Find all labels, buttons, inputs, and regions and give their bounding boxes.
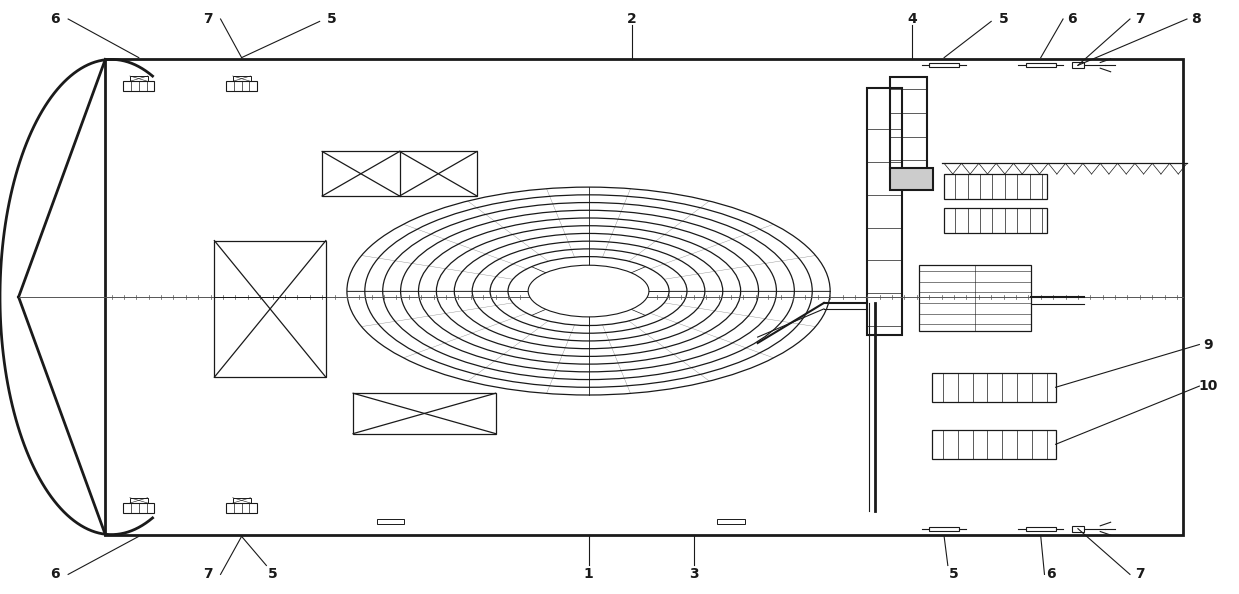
Text: 6: 6 <box>50 12 59 26</box>
Text: 5: 5 <box>327 12 337 26</box>
Bar <box>717 519 745 524</box>
Bar <box>123 503 155 513</box>
Bar <box>1026 63 1056 68</box>
Bar <box>322 151 477 196</box>
Bar <box>233 498 250 503</box>
Text: 10: 10 <box>1198 379 1218 393</box>
Bar <box>867 88 902 335</box>
Text: 1: 1 <box>584 567 593 582</box>
Text: 8: 8 <box>1191 12 1201 26</box>
Text: 5: 5 <box>999 12 1009 26</box>
Text: 2: 2 <box>627 12 637 26</box>
Bar <box>377 519 404 524</box>
Bar <box>890 168 933 190</box>
Bar <box>1072 526 1084 532</box>
Text: 7: 7 <box>203 567 213 582</box>
Ellipse shape <box>528 265 649 317</box>
Text: 6: 6 <box>1067 12 1077 26</box>
Bar <box>944 208 1047 233</box>
Bar <box>929 63 959 68</box>
Text: 6: 6 <box>1046 567 1056 582</box>
Bar <box>1026 526 1056 531</box>
Text: 6: 6 <box>50 567 59 582</box>
Bar <box>214 241 326 377</box>
Text: 4: 4 <box>907 12 917 26</box>
Bar <box>919 265 1031 331</box>
Text: 7: 7 <box>203 12 213 26</box>
Bar <box>233 76 250 81</box>
Text: 5: 5 <box>268 567 278 581</box>
Bar <box>225 503 258 513</box>
Text: 9: 9 <box>1203 337 1213 352</box>
Bar <box>130 76 147 81</box>
Bar <box>105 59 1183 535</box>
Bar <box>932 373 1056 402</box>
Bar <box>130 498 147 503</box>
Bar <box>353 393 496 434</box>
Text: 7: 7 <box>1135 567 1145 582</box>
Text: 3: 3 <box>689 567 699 582</box>
Bar <box>123 81 155 91</box>
Text: 5: 5 <box>949 567 959 581</box>
Bar <box>944 174 1047 199</box>
Bar <box>890 77 927 169</box>
Bar <box>225 81 258 91</box>
Bar <box>929 526 959 531</box>
Text: 7: 7 <box>1135 12 1145 26</box>
Bar <box>1072 62 1084 68</box>
Bar <box>932 430 1056 459</box>
